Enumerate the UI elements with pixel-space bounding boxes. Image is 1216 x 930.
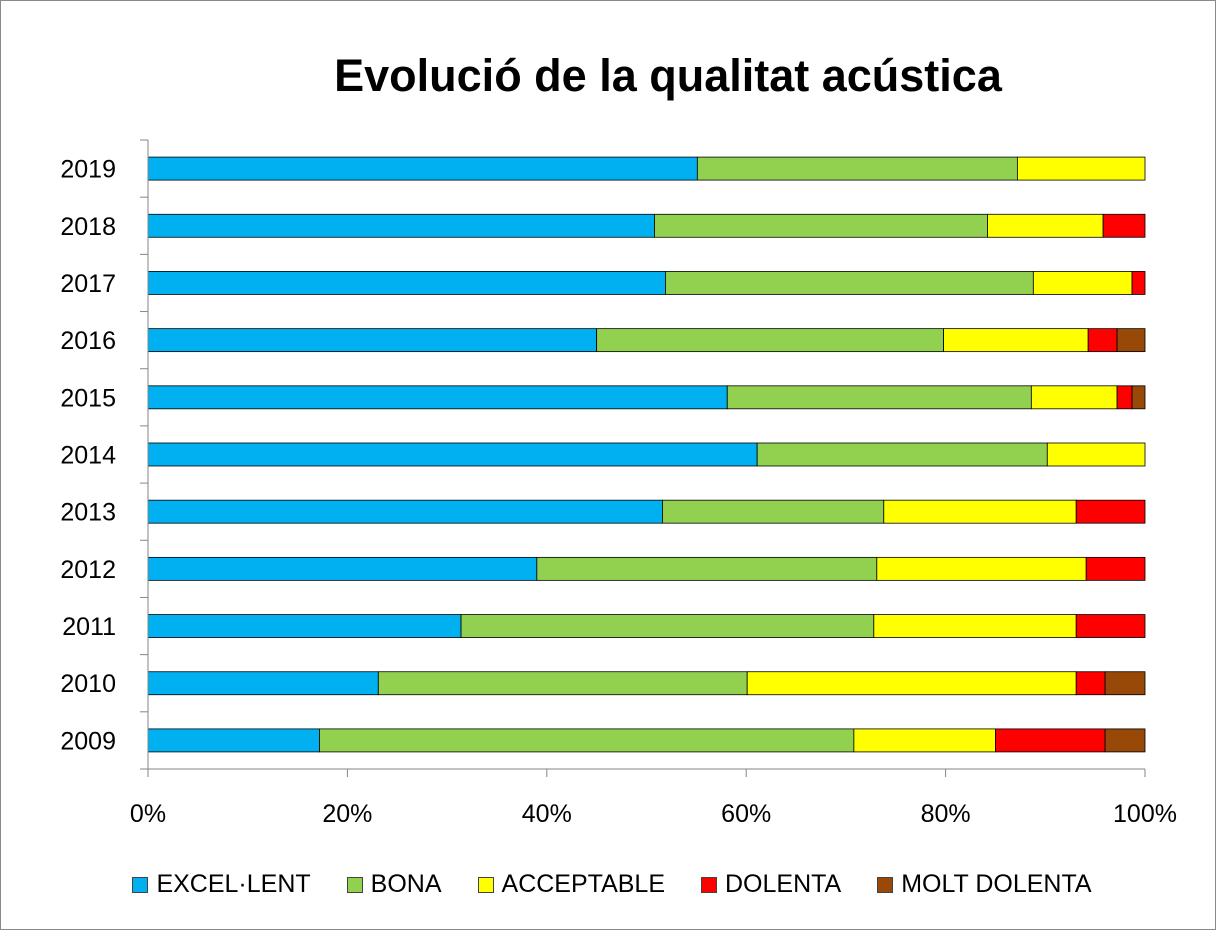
legend-label: MOLT DOLENTA xyxy=(901,870,1092,898)
bar-segment xyxy=(696,156,1018,181)
bar-segment xyxy=(1116,385,1133,410)
bar-segment xyxy=(377,671,748,696)
bar-segment xyxy=(536,556,878,581)
bar-segment xyxy=(1104,728,1146,753)
bar-segment xyxy=(1131,271,1146,295)
bar-segment xyxy=(1030,385,1118,410)
bar-segment xyxy=(147,442,758,467)
y-tick-label: 2017 xyxy=(60,270,116,298)
bar-segment xyxy=(1075,671,1106,696)
y-tick-label: 2011 xyxy=(62,613,116,641)
bar-segment xyxy=(1131,385,1146,410)
bar-segment xyxy=(460,614,875,638)
y-tick-label: 2010 xyxy=(60,670,116,698)
bar-segment xyxy=(147,556,538,581)
chart-title: Evolució de la qualitat acústica xyxy=(334,50,1002,101)
bar-segment xyxy=(319,728,855,753)
bar-segment xyxy=(147,328,598,353)
legend-swatch xyxy=(477,876,494,893)
bar-segment xyxy=(1075,614,1146,638)
legend-label: ACCEPTABLE xyxy=(501,870,665,898)
legend-label: BONA xyxy=(370,870,442,898)
legend-swatch xyxy=(132,876,149,893)
bar-segment xyxy=(1075,499,1146,524)
legend-item: BONA xyxy=(346,870,442,899)
bar-segment xyxy=(746,671,1077,696)
bar-segment xyxy=(1087,328,1118,353)
legend-swatch xyxy=(877,876,894,893)
bar-segment xyxy=(943,328,1089,353)
bar-segment xyxy=(876,556,1087,581)
bar-segment xyxy=(987,213,1104,238)
bar-segment xyxy=(1085,556,1146,581)
legend-swatch xyxy=(701,876,717,893)
bar-segment xyxy=(883,499,1077,524)
bar-segment xyxy=(147,385,728,410)
y-tick-label: 2009 xyxy=(60,727,116,755)
x-tick-label: 40% xyxy=(522,800,572,828)
x-tick-label: 60% xyxy=(721,800,771,828)
bar-segment xyxy=(147,499,663,524)
y-tick-label: 2014 xyxy=(60,442,116,470)
legend-swatch xyxy=(346,876,363,893)
y-tick-label: 2016 xyxy=(60,327,116,355)
bar-segment xyxy=(147,671,379,696)
bar-segment xyxy=(1046,442,1146,467)
legend-item: MOLT DOLENTA xyxy=(877,870,1092,899)
bar-segment xyxy=(147,156,698,181)
bar-segment xyxy=(873,614,1077,638)
bar-segment xyxy=(147,728,320,753)
bar-segment xyxy=(1104,671,1146,696)
bar-segment xyxy=(726,385,1032,410)
x-tick-label: 20% xyxy=(322,800,372,828)
x-tick-label: 0% xyxy=(130,800,166,828)
legend-item: DOLENTA xyxy=(701,870,841,899)
bar-segment xyxy=(654,213,988,238)
legend-item: ACCEPTABLE xyxy=(477,870,665,899)
bar-segment xyxy=(756,442,1048,467)
bar-segment xyxy=(1032,271,1133,295)
bar-segment xyxy=(147,614,462,638)
bar-segment xyxy=(995,728,1106,753)
bar-segment xyxy=(853,728,996,753)
y-tick-label: 2012 xyxy=(60,556,116,584)
legend: EXCEL·LENT BONA ACCEPTABLE DOLENTA MOLT DOLE… xyxy=(0,870,1216,899)
bar-segment xyxy=(1116,328,1146,353)
x-tick-label: 80% xyxy=(921,800,971,828)
y-tick-label: 2018 xyxy=(60,213,116,241)
bar-segment xyxy=(147,271,666,295)
bar-segment xyxy=(1102,213,1146,238)
bar-segment xyxy=(147,213,655,238)
y-tick-label: 2019 xyxy=(60,156,116,184)
legend-label: DOLENTA xyxy=(725,870,842,898)
bar-segment xyxy=(1016,156,1146,181)
y-tick-label: 2015 xyxy=(60,384,116,412)
y-tick-label: 2013 xyxy=(60,499,116,527)
bar-segment xyxy=(596,328,945,353)
legend-item: EXCEL·LENT xyxy=(132,870,311,899)
bar-segment xyxy=(665,271,1034,295)
legend-label: EXCEL·LENT xyxy=(156,870,311,898)
bar-segment xyxy=(662,499,885,524)
x-tick-label: 100% xyxy=(1113,800,1177,828)
